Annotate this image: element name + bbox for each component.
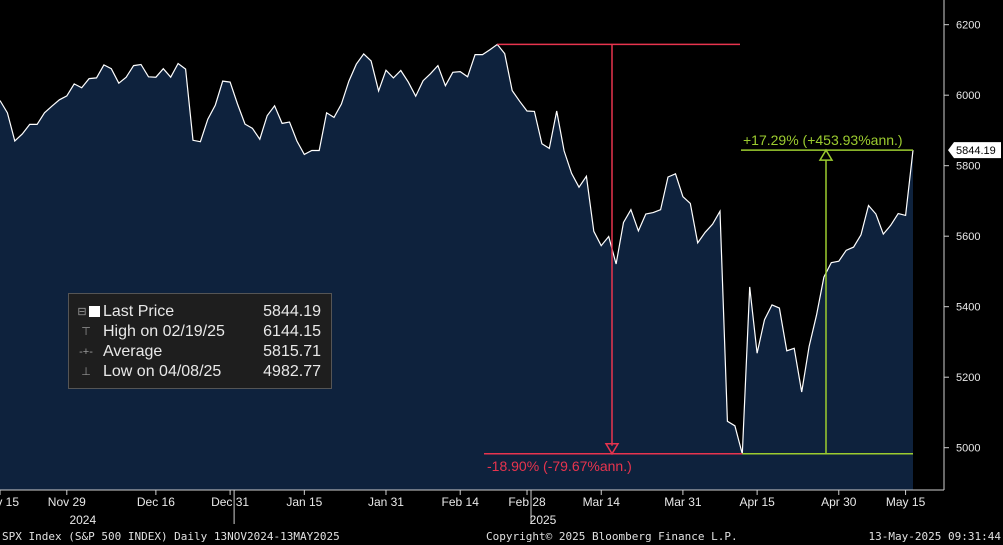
footer-timestamp: 13-May-2025 09:31:44	[868, 530, 1001, 543]
x-tick-label: Nov 29	[48, 495, 86, 509]
last-price-tag-label: 5844.19	[956, 145, 996, 157]
y-tick-label: 5200	[956, 372, 980, 384]
y-tick-label: 6200	[956, 20, 980, 32]
rally-arrow-head	[818, 148, 834, 161]
legend-row-high: ⊤ High on 02/19/25 6144.15	[73, 322, 325, 342]
legend-row-last-price: ⊟ Last Price 5844.19	[73, 302, 325, 322]
x-tick-label: Mar 14	[583, 495, 621, 509]
x-tick-label: Jan 31	[368, 495, 404, 509]
y-tick-label: 5600	[956, 231, 980, 243]
rally-label: +17.29% (+453.93%ann.)	[743, 132, 903, 148]
x-tick-label: Apr 15	[739, 495, 775, 509]
legend-value: 5844.19	[263, 303, 321, 320]
x-tick-label: Jan 15	[286, 495, 322, 509]
decline-arrow-head	[604, 443, 620, 456]
legend-value: 6144.15	[263, 323, 321, 340]
x-tick-label: Nov 15	[0, 495, 19, 509]
x-tick-label: Dec 16	[137, 495, 175, 509]
price-line	[0, 43, 914, 455]
y-axis: 5000 5200 5400 5600 5800 6000 6200 5844.19	[943, 0, 1001, 490]
white-square-icon	[89, 306, 100, 317]
annotations: -18.90% (-79.67%ann.) +17.29% (+453.93%an…	[484, 43, 913, 474]
legend-row-low: ⊥ Low on 04/08/25 4982.77	[73, 362, 325, 382]
x-tick-label: Mar 31	[664, 495, 702, 509]
y-tick-label: 6000	[956, 90, 980, 102]
footer-bar: SPX Index (S&P 500 INDEX) Daily 13NOV202…	[0, 524, 1003, 545]
x-tick-label: Feb 28	[508, 495, 546, 509]
y-tick-label: 5800	[956, 161, 980, 173]
legend-label: Last Price	[103, 303, 175, 320]
x-tick-label: May 15	[886, 495, 926, 509]
y-tick-label: 5400	[956, 302, 980, 314]
x-axis: Nov 15 Nov 29 Dec 16 Dec 31 Jan 15 Jan 31 Feb …	[0, 489, 944, 527]
decline-label: -18.90% (-79.67%ann.)	[487, 458, 632, 474]
last-price-tag-bg	[948, 142, 1001, 159]
x-tick-label: Dec 31	[211, 495, 249, 509]
average-marker-icon: -+-	[79, 346, 93, 358]
footer-copyright: Copyright© 2025 Bloomberg Finance L.P.	[486, 530, 738, 543]
collapse-icon[interactable]: ⊟	[77, 306, 87, 318]
x-tick-label: Feb 14	[442, 495, 480, 509]
legend-label: Low on 04/08/25	[103, 363, 222, 380]
x-tick-label: Apr 30	[821, 495, 857, 509]
year-label: 2024	[69, 513, 96, 527]
legend-box: ⊟ Last Price 5844.19 ⊤ High on 02/19/25 …	[68, 293, 332, 389]
legend-label: Average	[103, 343, 163, 360]
legend-value: 4982.77	[263, 363, 321, 380]
legend-label: High on 02/19/25	[103, 323, 225, 340]
plot-area	[0, 43, 914, 491]
high-marker-icon: ⊤	[81, 326, 91, 338]
legend-value: 5815.71	[263, 343, 321, 360]
low-marker-icon: ⊥	[81, 366, 91, 378]
footer-ticker-info: SPX Index (S&P 500 INDEX) Daily 13NOV202…	[2, 530, 340, 543]
legend-row-average: -+- Average 5815.71	[73, 342, 325, 362]
price-area	[0, 44, 913, 491]
y-tick-label: 5000	[956, 443, 980, 455]
last-price-tag: 5844.19	[948, 142, 1001, 159]
year-label: 2025	[530, 513, 557, 527]
